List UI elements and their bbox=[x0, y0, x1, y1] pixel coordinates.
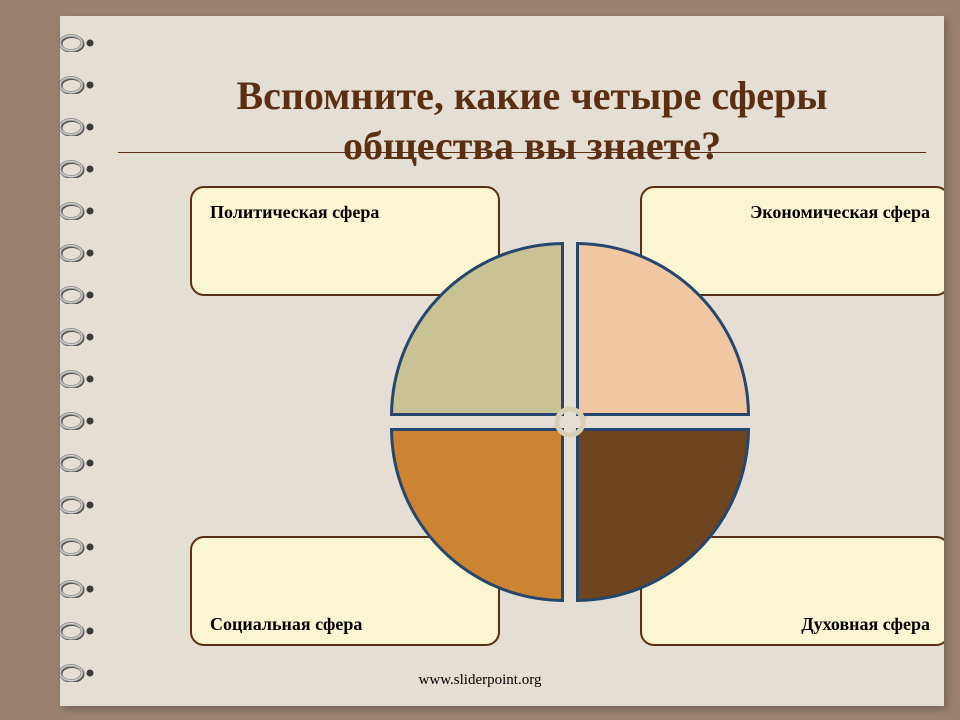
binding-ring bbox=[60, 160, 98, 178]
page-title: Вспомните, какие четыре сферы общества в… bbox=[160, 71, 904, 171]
binding-ring bbox=[60, 538, 98, 556]
binding-ring bbox=[60, 286, 98, 304]
title-underline bbox=[118, 152, 926, 153]
cycle-arrows-icon bbox=[547, 399, 593, 445]
binding-ring bbox=[60, 328, 98, 346]
binding-ring bbox=[60, 580, 98, 598]
pie-chart bbox=[390, 242, 750, 602]
binding-ring bbox=[60, 202, 98, 220]
pie-quad-br bbox=[576, 428, 750, 602]
binding-ring bbox=[60, 370, 98, 388]
binding-ring bbox=[60, 34, 98, 52]
outer-frame: Вспомните, какие четыре сферы общества в… bbox=[0, 0, 960, 720]
pie-quad-tr bbox=[576, 242, 750, 416]
binding-ring bbox=[60, 496, 98, 514]
source-footer: www.sliderpoint.org bbox=[0, 672, 960, 689]
binding-ring bbox=[60, 244, 98, 262]
spheres-diagram: Политическая сфера Экономическая сфера С… bbox=[160, 176, 944, 696]
binding-ring bbox=[60, 118, 98, 136]
binding-ring bbox=[60, 622, 98, 640]
pie-quad-bl bbox=[390, 428, 564, 602]
binding-ring bbox=[60, 412, 98, 430]
pie-quad-tl bbox=[390, 242, 564, 416]
notebook-binding bbox=[60, 0, 110, 720]
binding-ring bbox=[60, 76, 98, 94]
binding-ring bbox=[60, 454, 98, 472]
page-surface: Вспомните, какие четыре сферы общества в… bbox=[60, 16, 944, 706]
